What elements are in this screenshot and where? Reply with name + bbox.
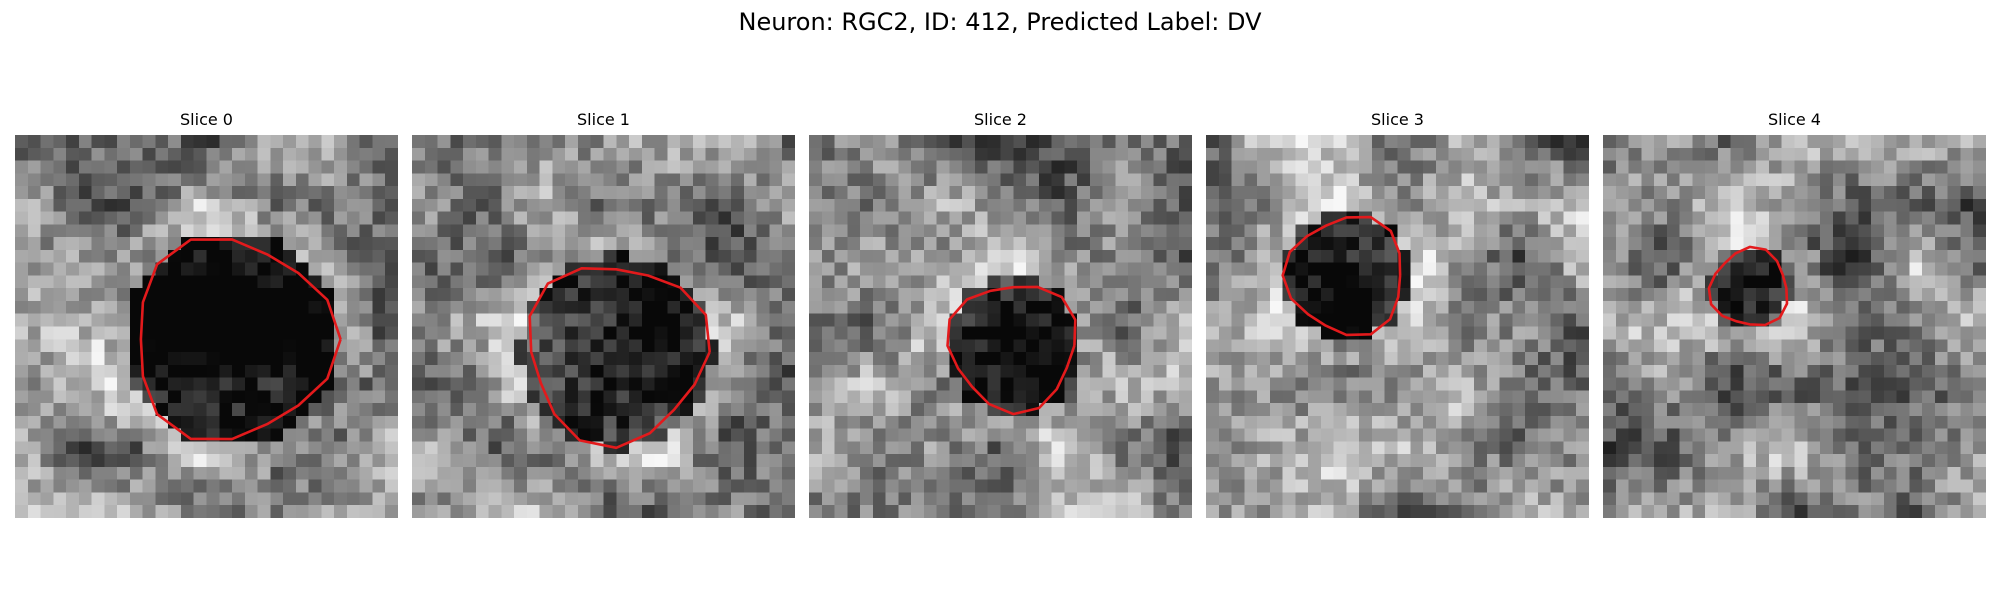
slice-panel-1: Slice 1 — [412, 108, 795, 518]
neuron-contour — [1281, 215, 1402, 337]
slice-title: Slice 0 — [180, 110, 233, 129]
neuron-contour — [139, 238, 342, 441]
slice-title: Slice 4 — [1768, 110, 1821, 129]
slice-title: Slice 3 — [1371, 110, 1424, 129]
neuron-contour — [1707, 245, 1789, 327]
slice-panel-4: Slice 4 — [1603, 108, 1986, 518]
slice-panel-3: Slice 3 — [1206, 108, 1589, 518]
slice-image — [1603, 135, 1986, 518]
neuron-contour — [946, 285, 1077, 416]
neuron-contour — [528, 267, 711, 450]
slice-title: Slice 2 — [974, 110, 1027, 129]
slice-image — [1206, 135, 1589, 518]
slice-image — [15, 135, 398, 518]
figure-title: Neuron: RGC2, ID: 412, Predicted Label: … — [738, 8, 1262, 36]
slice-title: Slice 1 — [577, 110, 630, 129]
slice-panel-0: Slice 0 — [15, 108, 398, 518]
slice-image — [809, 135, 1192, 518]
slice-image — [412, 135, 795, 518]
slice-panel-2: Slice 2 — [809, 108, 1192, 518]
